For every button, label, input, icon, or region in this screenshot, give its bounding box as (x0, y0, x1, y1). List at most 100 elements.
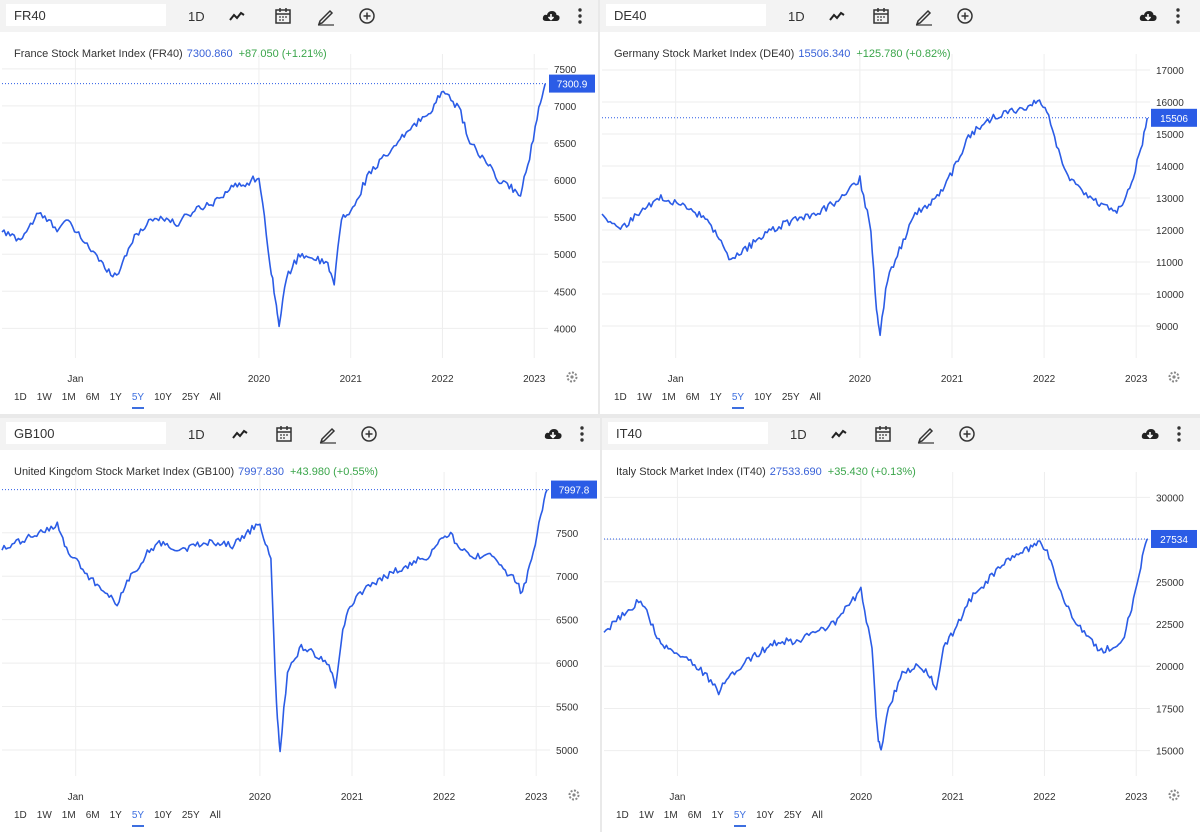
range-button-1m[interactable]: 1M (663, 810, 678, 821)
range-button-5y[interactable]: 5Y (733, 810, 747, 827)
price-chart[interactable]: 5000 5500 6000 6500 7000 7500 Jan 2020 2021 2022 2… (0, 450, 600, 810)
range-button-10y[interactable]: 10Y (154, 810, 172, 821)
price-chart[interactable]: 9000 10000 11000 12000 13000 14000 15000 16000 1… (600, 32, 1200, 392)
last-price: 7997.830 (238, 466, 284, 478)
more-options-icon[interactable] (1167, 5, 1189, 27)
range-button-1y[interactable]: 1Y (709, 392, 722, 403)
range-button-1d[interactable]: 1D (616, 810, 629, 821)
chart-type-line-icon[interactable] (826, 5, 848, 27)
range-button-all[interactable]: All (209, 810, 221, 821)
symbol-input[interactable] (606, 4, 766, 26)
range-button-1y[interactable]: 1Y (109, 392, 122, 403)
chart-type-line-icon[interactable] (229, 423, 251, 445)
settings-gear-icon[interactable] (1168, 789, 1180, 801)
range-button-5y[interactable]: 5Y (731, 392, 745, 409)
add-indicator-icon[interactable] (358, 423, 380, 445)
more-options-icon[interactable] (571, 423, 593, 445)
more-options-icon[interactable] (569, 5, 591, 27)
range-button-1d[interactable]: 1D (14, 392, 27, 403)
last-price-tag-label: 7300.9 (557, 80, 588, 91)
range-button-1m[interactable]: 1M (61, 810, 76, 821)
add-indicator-icon[interactable] (954, 5, 976, 27)
cloud-download-icon[interactable] (1139, 423, 1161, 445)
range-button-1m[interactable]: 1M (61, 392, 76, 403)
range-button-25y[interactable]: 25Y (181, 810, 200, 821)
x-tick-label: 2021 (341, 792, 364, 803)
range-button-5y[interactable]: 5Y (131, 810, 145, 827)
price-series-line (601, 99, 1148, 337)
range-button-all[interactable]: All (809, 392, 821, 403)
add-indicator-icon[interactable] (956, 423, 978, 445)
symbol-input[interactable] (608, 422, 768, 444)
range-button-1w[interactable]: 1W (636, 392, 652, 403)
pencil-icon[interactable] (913, 5, 935, 27)
y-tick-label: 17500 (1156, 704, 1184, 715)
price-series-line (603, 538, 1148, 751)
range-button-1d[interactable]: 1D (614, 392, 627, 403)
range-button-6m[interactable]: 6M (85, 810, 100, 821)
chart-type-line-icon[interactable] (828, 423, 850, 445)
settings-gear-icon[interactable] (568, 789, 580, 801)
interval-button[interactable]: 1D (188, 9, 205, 24)
price-chart[interactable]: 15000175002000022500250002750030000Jan20… (602, 450, 1200, 810)
calendar-icon[interactable] (870, 5, 892, 27)
y-tick-label: 7000 (556, 572, 579, 583)
chart-type-line-icon[interactable] (226, 5, 248, 27)
last-price-tag (1151, 108, 1197, 127)
chart-toolbar: 1D (600, 0, 1200, 32)
calendar-icon[interactable] (872, 423, 894, 445)
range-button-all[interactable]: All (209, 392, 221, 403)
range-button-10y[interactable]: 10Y (754, 392, 772, 403)
range-button-5y[interactable]: 5Y (131, 392, 145, 409)
interval-button[interactable]: 1D (788, 9, 805, 24)
pencil-icon[interactable] (315, 5, 337, 27)
range-button-1w[interactable]: 1W (36, 392, 52, 403)
x-tick-label: 2022 (433, 792, 456, 803)
range-button-all[interactable]: All (811, 810, 823, 821)
range-button-6m[interactable]: 6M (687, 810, 702, 821)
range-button-6m[interactable]: 6M (685, 392, 700, 403)
symbol-input[interactable] (6, 422, 166, 444)
last-price-tag (1151, 529, 1197, 548)
settings-gear-icon[interactable] (1168, 371, 1180, 383)
x-tick-label: 2023 (1125, 792, 1148, 803)
calendar-icon[interactable] (273, 423, 295, 445)
y-tick-label: 5500 (554, 213, 577, 224)
x-tick-label: 2021 (340, 374, 363, 385)
range-button-25y[interactable]: 25Y (781, 392, 800, 403)
cloud-download-icon[interactable] (540, 5, 562, 27)
cloud-download-icon[interactable] (542, 423, 564, 445)
range-button-1y[interactable]: 1Y (109, 810, 122, 821)
range-button-1w[interactable]: 1W (638, 810, 654, 821)
last-price: 7300.860 (186, 48, 233, 60)
range-button-1m[interactable]: 1M (661, 392, 676, 403)
price-chart[interactable]: 4000 4500 5000 5500 6000 6500 7000 7500 Jan 2020 2… (0, 32, 598, 392)
range-button-25y[interactable]: 25Y (181, 392, 200, 403)
range-button-6m[interactable]: 6M (85, 392, 100, 403)
settings-gear-icon[interactable] (566, 371, 578, 383)
cloud-download-icon[interactable] (1137, 5, 1159, 27)
add-indicator-icon[interactable] (356, 5, 378, 27)
calendar-icon[interactable] (272, 5, 294, 27)
pencil-icon[interactable] (915, 423, 937, 445)
range-button-10y[interactable]: 10Y (756, 810, 774, 821)
y-tick-label: 7500 (556, 529, 579, 540)
range-button-10y[interactable]: 10Y (154, 392, 172, 403)
symbol-input[interactable] (6, 4, 166, 26)
x-tick-label: 2020 (249, 792, 272, 803)
more-options-icon[interactable] (1168, 423, 1190, 445)
price-series-line (1, 83, 546, 328)
range-button-1w[interactable]: 1W (36, 810, 52, 821)
x-tick-label: Jan (68, 792, 84, 803)
range-button-1y[interactable]: 1Y (711, 810, 724, 821)
range-button-25y[interactable]: 25Y (783, 810, 802, 821)
price-change: +125.780 (+0.82%) (856, 48, 951, 60)
y-tick-label: 7000 (554, 102, 577, 113)
range-button-1d[interactable]: 1D (14, 810, 27, 821)
interval-button[interactable]: 1D (790, 427, 807, 442)
y-tick-label: 20000 (1156, 662, 1184, 673)
range-selector: 1D 1W 1M 6M 1Y 5Y 10Y 25Y All (14, 392, 231, 409)
pencil-icon[interactable] (317, 423, 339, 445)
y-tick-label: 30000 (1156, 493, 1184, 504)
interval-button[interactable]: 1D (188, 427, 205, 442)
